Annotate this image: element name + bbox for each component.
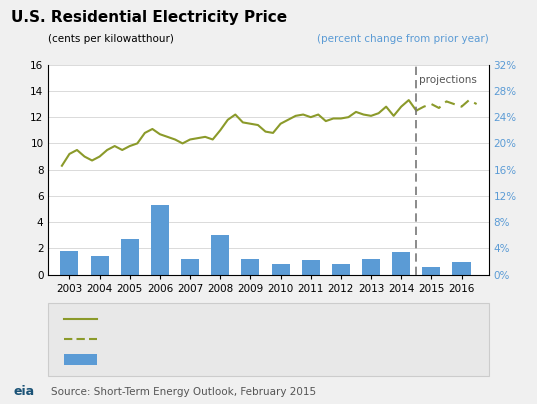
Bar — [241, 259, 259, 275]
Bar — [181, 259, 199, 275]
Text: Annual growth (right axis): Annual growth (right axis) — [105, 355, 251, 365]
Bar — [121, 239, 139, 275]
Bar — [332, 264, 350, 275]
Bar — [362, 259, 380, 275]
Text: (percent change from prior year): (percent change from prior year) — [317, 34, 489, 44]
Text: eia: eia — [13, 385, 34, 398]
Bar — [453, 262, 470, 275]
Text: (cents per kilowatthour): (cents per kilowatthour) — [48, 34, 174, 44]
Text: Price forecast: Price forecast — [105, 335, 180, 344]
Bar — [211, 235, 229, 275]
Bar — [272, 263, 289, 275]
Bar — [60, 251, 78, 275]
Bar — [302, 260, 320, 275]
Bar — [91, 256, 108, 275]
Text: Residential electricity price: Residential electricity price — [105, 314, 257, 324]
Text: U.S. Residential Electricity Price: U.S. Residential Electricity Price — [11, 10, 287, 25]
Text: projections: projections — [419, 75, 477, 85]
Bar — [422, 267, 440, 275]
Bar — [151, 205, 169, 275]
Text: Source: Short-Term Energy Outlook, February 2015: Source: Short-Term Energy Outlook, Febru… — [51, 387, 316, 397]
Bar — [392, 252, 410, 275]
